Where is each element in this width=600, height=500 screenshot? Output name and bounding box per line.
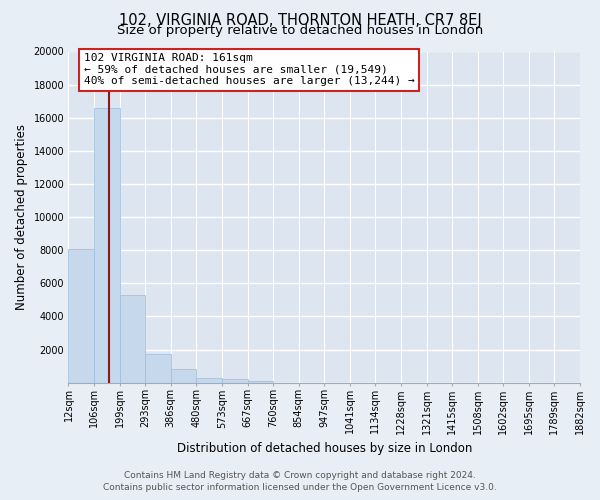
Text: Contains HM Land Registry data © Crown copyright and database right 2024.
Contai: Contains HM Land Registry data © Crown c…	[103, 471, 497, 492]
Text: 102 VIRGINIA ROAD: 161sqm
← 59% of detached houses are smaller (19,549)
40% of s: 102 VIRGINIA ROAD: 161sqm ← 59% of detac…	[84, 53, 415, 86]
X-axis label: Distribution of detached houses by size in London: Distribution of detached houses by size …	[176, 442, 472, 455]
Text: 102, VIRGINIA ROAD, THORNTON HEATH, CR7 8EJ: 102, VIRGINIA ROAD, THORNTON HEATH, CR7 …	[119, 12, 481, 28]
Bar	[68, 248, 94, 382]
Bar	[171, 370, 196, 382]
Bar	[222, 379, 248, 382]
Bar	[119, 295, 145, 382]
Bar	[145, 354, 171, 382]
Text: Size of property relative to detached houses in London: Size of property relative to detached ho…	[117, 24, 483, 37]
Bar	[94, 108, 119, 382]
Bar	[248, 381, 273, 382]
Y-axis label: Number of detached properties: Number of detached properties	[15, 124, 28, 310]
Bar	[196, 378, 222, 382]
